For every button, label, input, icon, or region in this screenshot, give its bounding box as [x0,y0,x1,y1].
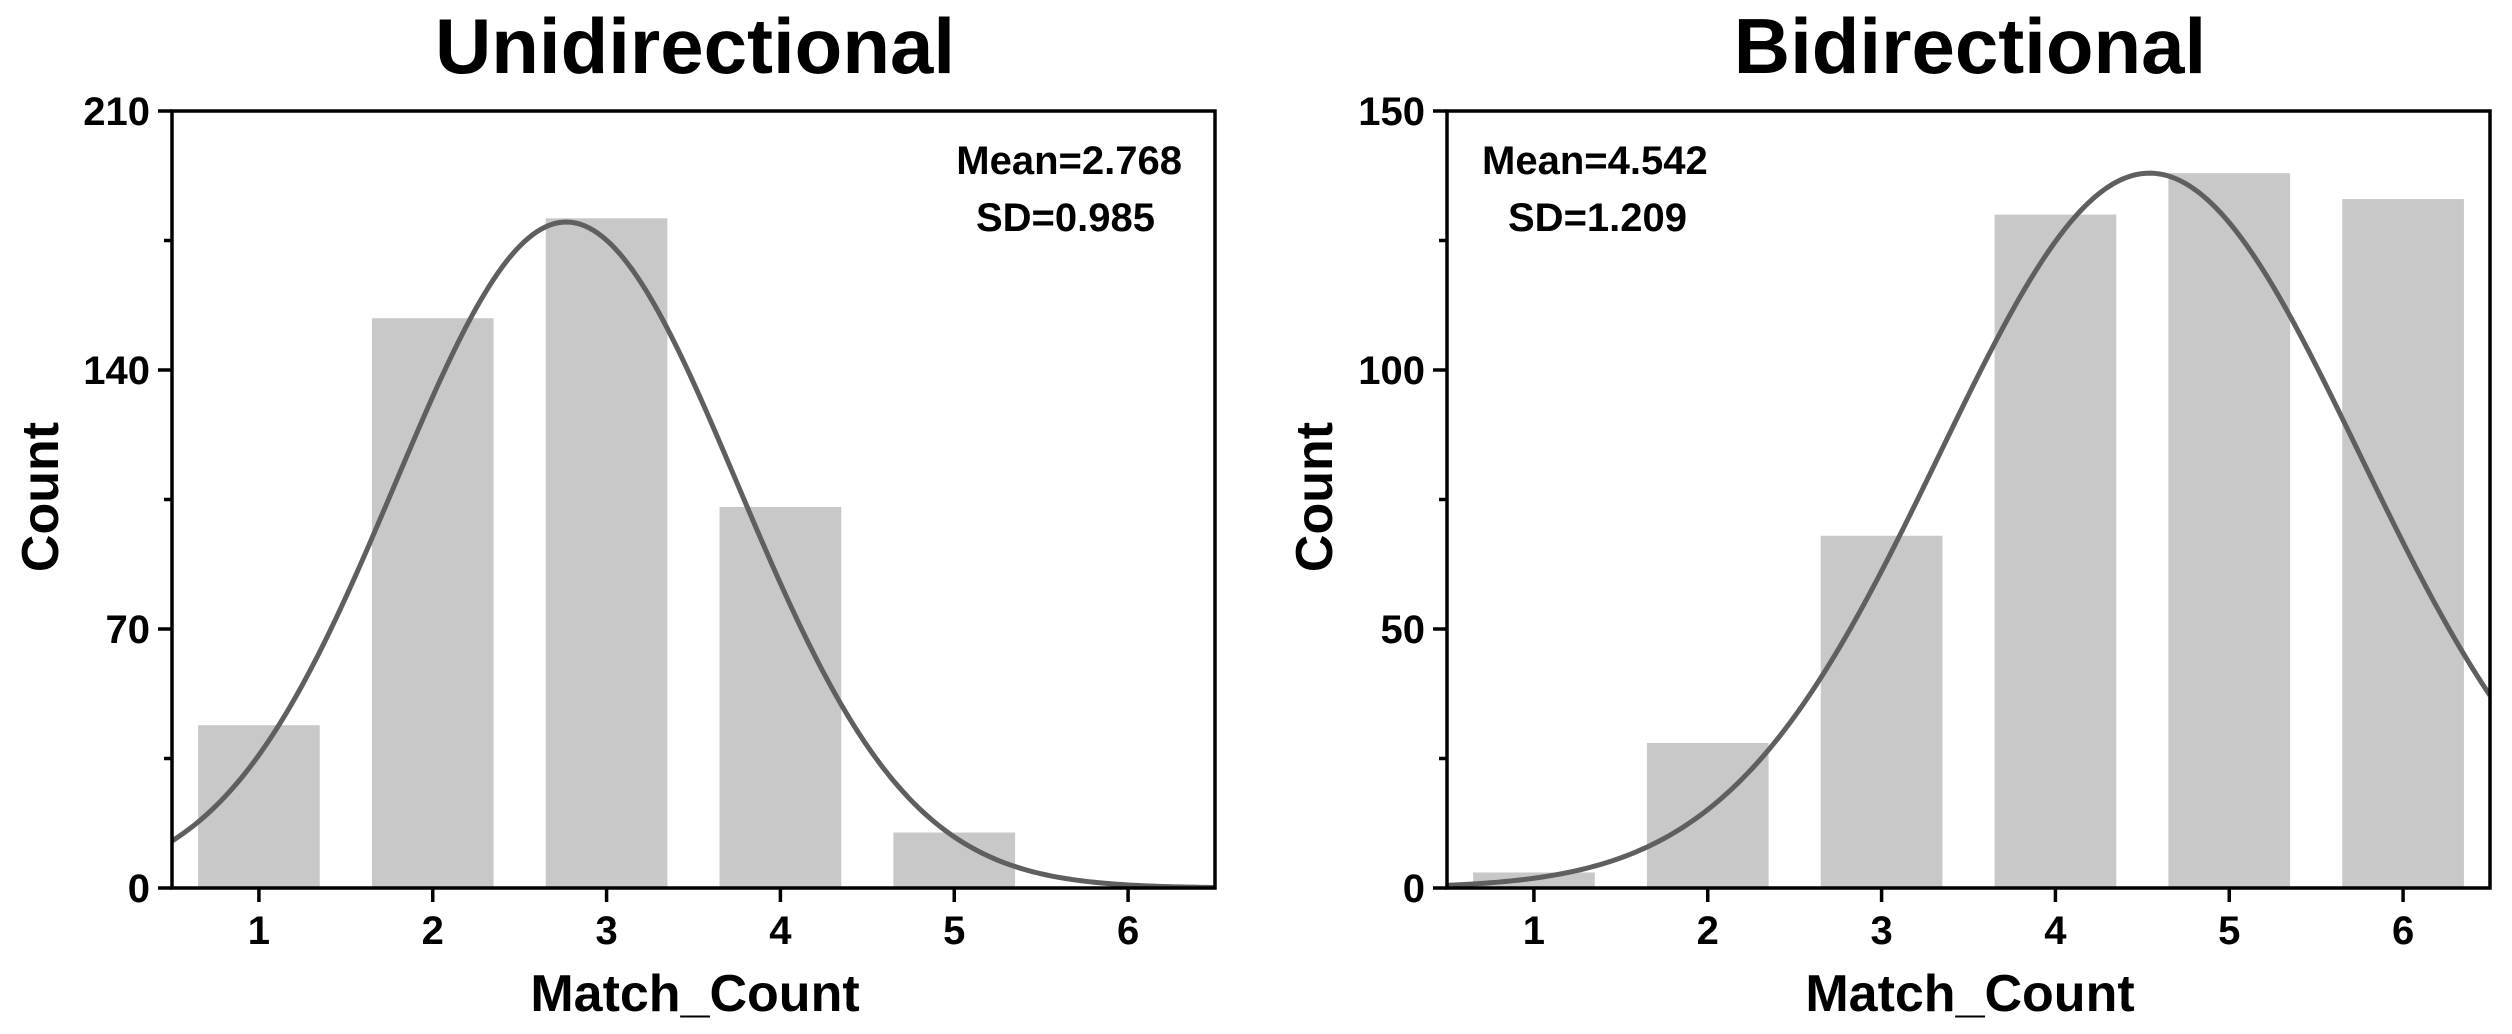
bar-5 [2168,173,2291,888]
y-tick-label: 140 [83,349,150,393]
x-tick-label: 3 [1870,909,1892,953]
normal-fit-curve [1447,170,2490,888]
y-tick-label: 70 [106,608,151,652]
sd-annotation: SD=1.209 [1508,196,1687,240]
y-tick-label: 50 [1381,608,1426,652]
y-tick-label: 100 [1358,349,1425,393]
x-tick-label: 1 [248,909,270,953]
x-tick-label: 3 [595,909,617,953]
x-tick-label: 2 [422,909,444,953]
x-axis-label: Match_Count [1805,965,2134,1023]
x-tick-label: 5 [2218,909,2240,953]
panel-bidirectional: Bidirectional Count Match_Count Mean=4.5… [1286,2,2492,1023]
chart-title: Unidirectional [435,2,955,90]
bar-4 [1994,214,2117,889]
y-axis-label: Count [1286,422,1344,572]
x-axis-label: Match_Count [530,965,859,1023]
panel-unidirectional: Unidirectional Count Match_Count Mean=2.… [12,2,1217,1023]
sd-annotation: SD=0.985 [976,196,1155,240]
y-axis-label: Count [12,422,70,572]
mean-annotation: Mean=4.542 [1482,139,1708,183]
mean-annotation: Mean=2.768 [956,139,1182,183]
x-tick-label: 4 [769,909,792,953]
bar-2 [371,318,494,888]
x-tick-label: 1 [1523,909,1545,953]
x-tick-label: 6 [1117,909,1139,953]
x-tick-label: 4 [2044,909,2067,953]
normal-fit-curve [172,219,1215,888]
y-tick-label: 0 [128,867,150,911]
bar-3 [545,218,668,889]
bar-4 [719,506,842,888]
x-tick-label: 2 [1697,909,1719,953]
x-tick-label: 5 [943,909,965,953]
y-tick-label: 150 [1358,90,1425,134]
bar-2 [1646,742,1769,888]
bar-3 [1820,535,1943,888]
chart-title: Bidirectional [1734,2,2206,90]
x-tick-label: 6 [2392,909,2414,953]
y-tick-label: 210 [83,90,150,134]
y-tick-label: 0 [1403,867,1425,911]
